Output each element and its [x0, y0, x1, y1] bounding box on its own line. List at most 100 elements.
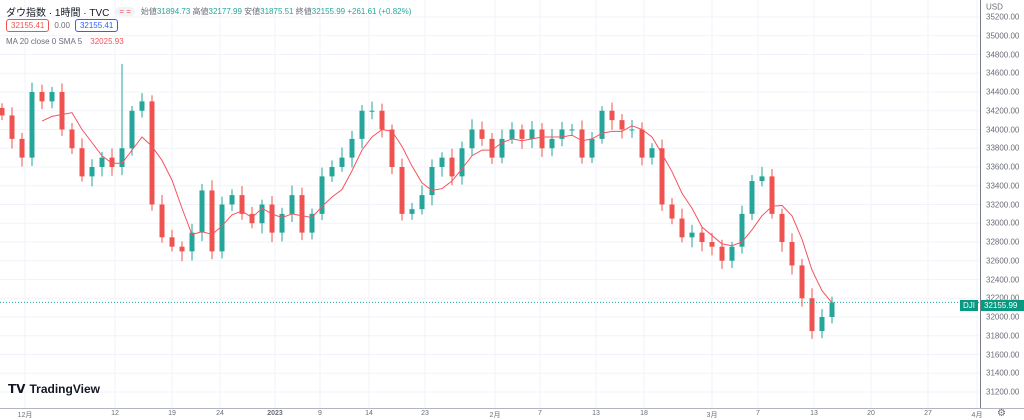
moving-average-line — [41, 112, 833, 304]
time-axis[interactable]: ⚙ 12月 12 19 24 2023 9 14 23 2月 7 13 18 3月 7 13 20 27 4月 — [0, 408, 1024, 419]
candle-body — [0, 107, 5, 116]
candle-body — [709, 242, 715, 247]
sell-button[interactable]: 32155.41 — [6, 19, 50, 32]
candle-body — [359, 110, 365, 139]
price-tick-label: 33000.00 — [986, 218, 1020, 228]
candle-body — [339, 157, 345, 167]
candle-body — [589, 138, 595, 158]
candle-body — [119, 148, 125, 167]
price-tick-label: 34800.00 — [986, 50, 1020, 59]
time-tick-label: 12 — [111, 410, 119, 417]
candle-body — [139, 101, 145, 111]
candle-body — [369, 110, 375, 112]
price-axis[interactable]: USD 35200.00 35000.00 34800.00 34600.00 3440… — [980, 0, 1024, 408]
candle-body — [669, 204, 675, 219]
candle-body — [499, 138, 505, 158]
time-tick-label: 19 — [168, 410, 176, 417]
candle-body — [559, 129, 565, 139]
candle-body — [279, 213, 285, 233]
candle-body — [689, 232, 695, 238]
price-tick-label: 31200.00 — [986, 387, 1020, 397]
candle-body — [799, 265, 805, 299]
candle-body — [259, 204, 265, 224]
currency-selector[interactable]: USD — [986, 2, 1003, 12]
candle-body — [79, 148, 85, 177]
candle-body — [159, 204, 165, 238]
candle-body — [629, 129, 635, 131]
time-tick-label: 23 — [421, 410, 429, 417]
candle-body — [529, 129, 535, 139]
candle-body — [59, 92, 65, 130]
candle-body — [9, 115, 15, 139]
candle-body — [199, 190, 205, 233]
legend-toggle-button[interactable]: = = — [115, 7, 135, 16]
candle-body — [729, 246, 735, 261]
candle-body — [819, 317, 825, 332]
candle-body — [209, 190, 215, 252]
price-tick-label: 35000.00 — [986, 31, 1020, 41]
price-tick-label: 32400.00 — [986, 275, 1020, 284]
candle-body — [89, 167, 95, 177]
time-tick-label: 9 — [318, 410, 322, 417]
candle-body — [319, 176, 325, 214]
candle-body — [659, 148, 665, 205]
price-tick-label: 34000.00 — [986, 125, 1020, 134]
indicator-legend[interactable]: MA 20 close 0 SMA 5 32025.93 — [6, 37, 124, 46]
candle-body — [769, 176, 775, 214]
time-tick-label: 4月 — [971, 412, 983, 419]
candle-body — [759, 176, 765, 182]
candle-body — [219, 204, 225, 252]
tradingview-logo[interactable]: 𝗧𝗩 TradingView — [8, 382, 100, 396]
time-tick-label: 27 — [924, 410, 932, 417]
price-tick-label: 31400.00 — [986, 368, 1020, 378]
price-tick-label: 31800.00 — [986, 331, 1020, 341]
candle-body — [189, 232, 195, 252]
candle-body — [109, 157, 115, 167]
price-tick-label: 32800.00 — [986, 237, 1020, 247]
time-tick-label: 12月 — [17, 412, 33, 419]
time-tick-label: 18 — [640, 410, 648, 417]
legend-header: ダウ指数 · 1時間 · TVC = = 始値31894.73 高値32177.… — [6, 4, 411, 19]
time-tick-label: 2月 — [489, 412, 501, 419]
candle-body — [389, 129, 395, 167]
price-tick-label: 32600.00 — [986, 256, 1020, 266]
symbol-title[interactable]: ダウ指数 · 1時間 · TVC — [6, 8, 110, 19]
candle-body — [289, 195, 295, 214]
time-tick-label: 13 — [810, 410, 818, 417]
candle-body — [99, 157, 105, 167]
candle-body — [809, 298, 815, 332]
price-tick-label: 32200.00 — [986, 293, 1020, 303]
candle-body — [789, 242, 795, 266]
candle-body — [49, 92, 55, 102]
buy-button[interactable]: 32155.41 — [74, 19, 119, 32]
candle-body — [739, 213, 745, 247]
candle-body — [439, 157, 445, 167]
candle-body — [469, 129, 475, 149]
tv-logo-icon: 𝗧𝗩 — [8, 382, 26, 396]
candle-body — [19, 138, 25, 158]
candle-body — [69, 129, 75, 149]
candle-body — [179, 246, 185, 252]
price-chart[interactable] — [0, 0, 980, 408]
price-tick-label: 33600.00 — [986, 162, 1020, 172]
settings-gear-icon[interactable]: ⚙ — [997, 408, 1006, 419]
candle-body — [449, 157, 455, 177]
candle-body — [639, 129, 645, 158]
candle-body — [329, 167, 335, 177]
candle-body — [599, 110, 605, 139]
candle-body — [169, 237, 175, 247]
candle-body — [399, 167, 405, 214]
candle-body — [479, 129, 485, 139]
candle-body — [379, 110, 385, 130]
candle-body — [829, 302, 835, 317]
candle-body — [649, 148, 655, 158]
candle-body — [409, 209, 415, 214]
candle-body — [509, 129, 515, 139]
price-tick-label: 33800.00 — [986, 143, 1020, 153]
price-tick-label: 34200.00 — [986, 106, 1020, 116]
candle-body — [39, 92, 45, 102]
candle-body — [419, 195, 425, 210]
price-tick-label: 31600.00 — [986, 350, 1020, 359]
candle-body — [29, 92, 35, 158]
spread-value: 0.00 — [54, 21, 70, 30]
